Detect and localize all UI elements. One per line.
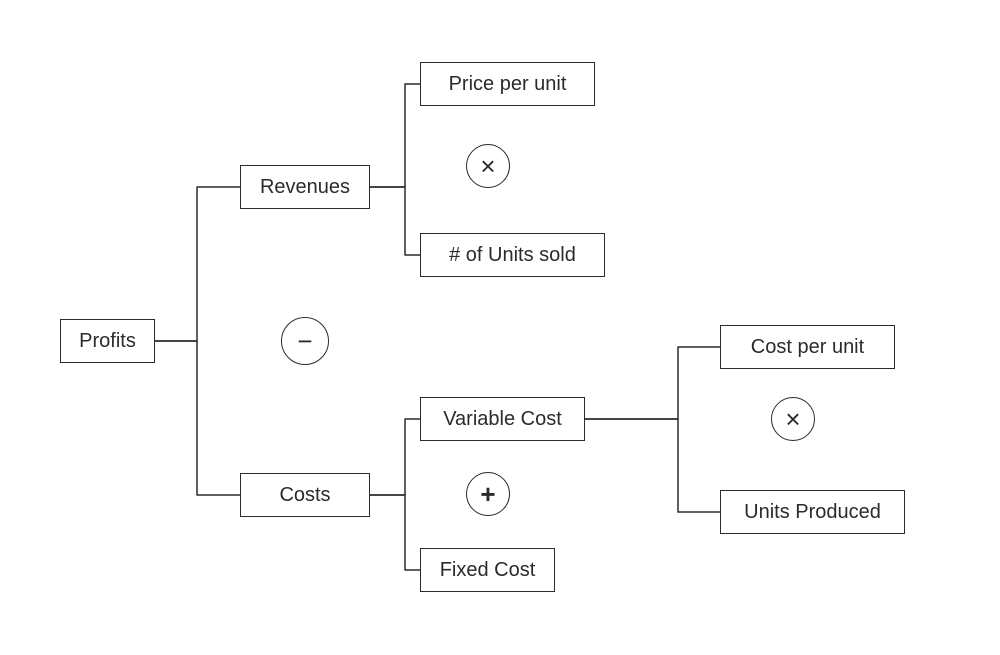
node-units-sold: # of Units sold: [420, 233, 605, 277]
node-costs: Costs: [240, 473, 370, 517]
operator-symbol: −: [297, 326, 312, 357]
operator-symbol: +: [480, 479, 495, 510]
node-label: Units Produced: [744, 501, 881, 524]
node-label: Variable Cost: [443, 408, 562, 431]
node-cost-per-unit: Cost per unit: [720, 325, 895, 369]
node-profits: Profits: [60, 319, 155, 363]
operator-times-right: ×: [771, 397, 815, 441]
node-label: Fixed Cost: [440, 559, 536, 582]
operator-symbol: ×: [785, 404, 800, 435]
operator-symbol: ×: [480, 151, 495, 182]
node-label: Cost per unit: [751, 336, 864, 359]
operator-minus: −: [281, 317, 329, 365]
node-fixed-cost: Fixed Cost: [420, 548, 555, 592]
node-label: # of Units sold: [449, 244, 576, 267]
node-label: Revenues: [260, 176, 350, 199]
profit-tree-diagram: Profits Revenues Costs Price per unit # …: [0, 0, 1000, 655]
node-label: Costs: [279, 484, 330, 507]
operator-times-top: ×: [466, 144, 510, 188]
node-label: Price per unit: [449, 73, 567, 96]
operator-plus: +: [466, 472, 510, 516]
node-variable-cost: Variable Cost: [420, 397, 585, 441]
node-label: Profits: [79, 330, 136, 353]
node-price-per-unit: Price per unit: [420, 62, 595, 106]
node-revenues: Revenues: [240, 165, 370, 209]
node-units-produced: Units Produced: [720, 490, 905, 534]
